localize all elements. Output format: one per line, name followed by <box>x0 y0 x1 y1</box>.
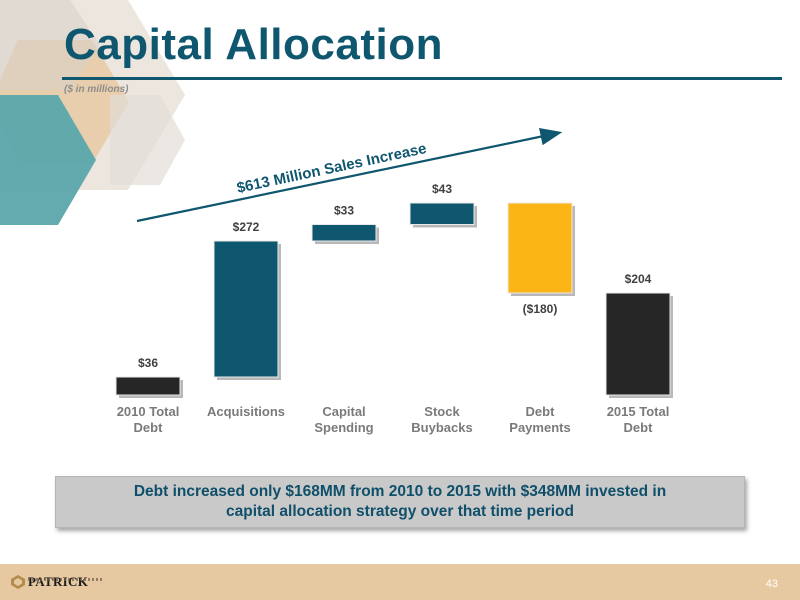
waterfall-bar <box>605 292 671 396</box>
waterfall-bar <box>311 224 377 242</box>
bar-value-label: $33 <box>334 204 354 218</box>
category-label: Stock Buybacks <box>411 404 472 435</box>
logo-mark-icon <box>11 575 25 589</box>
category-label: Debt Payments <box>509 404 570 435</box>
footer-bar: PATRICK 43 <box>0 564 800 600</box>
page-title: Capital Allocation <box>64 20 443 69</box>
units-subtitle: ($ in millions) <box>64 84 129 95</box>
category-label: Acquisitions <box>207 404 285 419</box>
bar-value-label: $43 <box>432 182 452 196</box>
waterfall-bar <box>507 202 573 294</box>
bar-value-label: $204 <box>625 272 652 286</box>
logo-tagline-mark <box>28 578 102 581</box>
bar-value-label: $272 <box>233 220 260 234</box>
summary-callout: Debt increased only $168MM from 2010 to … <box>55 476 745 528</box>
page-number: 43 <box>765 578 778 590</box>
category-label: Capital Spending <box>314 404 373 435</box>
waterfall-bar <box>409 202 475 225</box>
title-divider <box>62 77 782 80</box>
waterfall-bar <box>115 376 181 396</box>
category-label: 2010 Total Debt <box>117 404 180 435</box>
sales-increase-label: $613 Million Sales Increase <box>235 140 428 197</box>
bar-value-label: ($180) <box>523 302 558 316</box>
bar-value-label: $36 <box>138 356 158 370</box>
summary-callout-text: Debt increased only $168MM from 2010 to … <box>133 483 667 520</box>
waterfall-bar <box>213 240 279 378</box>
category-label: 2015 Total Debt <box>607 404 670 435</box>
logo-text: PATRICK <box>28 574 89 589</box>
patrick-logo: PATRICK <box>10 574 88 590</box>
waterfall-chart: $613 Million Sales Increase $36 2010 Tota… <box>115 127 673 435</box>
